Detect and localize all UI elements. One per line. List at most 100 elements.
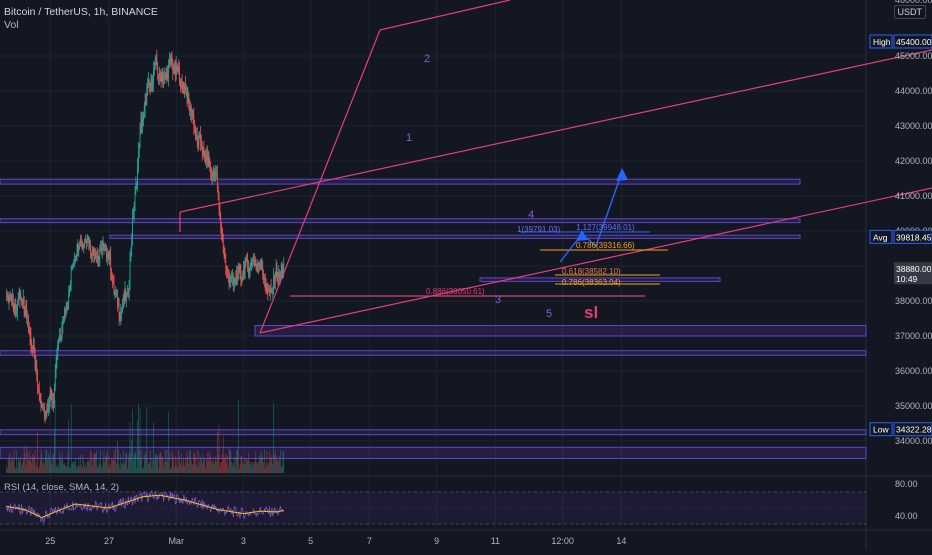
volume-label[interactable]: Vol xyxy=(4,19,19,31)
volume-bar xyxy=(106,450,108,473)
symbol-title[interactable]: Bitcoin / TetherUS, 1h, BINANCE xyxy=(4,6,158,18)
candle-body xyxy=(258,263,259,267)
fib-label: 0.786(38363.04) xyxy=(562,278,621,287)
candle-body xyxy=(257,263,259,269)
volume-bar xyxy=(62,459,64,473)
volume-bar xyxy=(166,449,168,473)
marker-value-box xyxy=(893,34,932,49)
volume-bar xyxy=(181,465,183,473)
rsi-indicator-label[interactable]: RSI (14, close, SMA, 14, 2) xyxy=(4,482,120,493)
time-tick-label: 9 xyxy=(434,536,439,546)
candle-body xyxy=(120,312,122,319)
volume-bar xyxy=(81,468,83,473)
volume-bar xyxy=(124,460,126,473)
candle-body xyxy=(90,244,91,255)
wave-label: 3 xyxy=(495,294,501,306)
candle-body xyxy=(28,316,29,326)
volume-bar xyxy=(30,456,32,473)
channel-top-line xyxy=(379,0,511,31)
volume-bar xyxy=(159,451,161,473)
volume-bar xyxy=(189,451,191,473)
volume-bar xyxy=(10,461,12,473)
volume-bar xyxy=(105,457,107,473)
volume-bar xyxy=(258,461,259,473)
volume-bar xyxy=(224,457,226,473)
candle-body xyxy=(146,89,148,104)
volume-bar xyxy=(156,458,158,473)
candle-body xyxy=(106,256,108,258)
time-tick-label: Mar xyxy=(168,536,184,546)
candle-body xyxy=(237,274,238,280)
candle-body xyxy=(111,271,112,279)
volume-bar xyxy=(167,459,169,473)
currency-badge[interactable]: USDT xyxy=(893,5,926,19)
rsi-sma-line xyxy=(6,494,284,519)
volume-bar xyxy=(18,461,20,473)
candle-body xyxy=(171,60,173,63)
volume-bar xyxy=(110,463,112,473)
volume-bar xyxy=(46,450,48,473)
volume-bar xyxy=(163,465,164,473)
volume-bar xyxy=(26,445,28,473)
volume-bar xyxy=(111,459,112,473)
time-tick-label: 14 xyxy=(616,536,626,546)
candle-body xyxy=(43,407,44,408)
candle-body xyxy=(155,57,157,60)
volume-bar xyxy=(253,463,254,473)
price-marker-low: Low 34322.28 xyxy=(869,422,932,437)
candle-body xyxy=(101,246,103,254)
candle-body xyxy=(57,344,59,357)
volume-bar xyxy=(85,463,86,473)
volume-bar xyxy=(205,467,206,473)
candle-body xyxy=(163,76,164,81)
candle-body xyxy=(68,294,70,307)
candle-body xyxy=(259,262,261,266)
volume-bar xyxy=(134,453,136,473)
volume-bar xyxy=(34,449,36,473)
candle-body xyxy=(201,142,202,148)
candle-body xyxy=(247,258,248,267)
candle-body xyxy=(75,256,77,258)
volume-bar xyxy=(206,452,208,473)
candle-body xyxy=(112,278,113,283)
price-tick-label: 45000.00 xyxy=(895,51,932,61)
candle-body xyxy=(65,310,67,312)
candle-body xyxy=(109,254,111,259)
volume-bar xyxy=(269,451,270,473)
candle-body xyxy=(198,135,200,145)
volume-bar xyxy=(67,452,69,473)
candle-body xyxy=(137,165,138,185)
volume-bar xyxy=(241,456,243,473)
candle-body xyxy=(100,247,101,250)
candle-body xyxy=(55,361,57,372)
candle-body xyxy=(119,316,121,319)
volume-bar xyxy=(36,462,38,473)
candle-body xyxy=(80,238,82,245)
volume-bar xyxy=(271,454,273,473)
support-resistance-zones xyxy=(0,178,867,459)
candle-body xyxy=(129,259,131,283)
volume-bar xyxy=(235,456,237,473)
volume-bar xyxy=(250,461,252,473)
volume-bar xyxy=(187,456,189,473)
candle-body xyxy=(77,245,79,252)
volume-bar xyxy=(90,450,91,473)
candle-body xyxy=(194,126,196,129)
volume-bar xyxy=(242,460,243,473)
volume-bar xyxy=(45,449,47,473)
candle-body xyxy=(160,76,162,82)
volume-bar xyxy=(63,464,65,473)
rsi-tick-label: 80.00 xyxy=(895,479,918,489)
volume-bar xyxy=(52,455,54,473)
candle-body xyxy=(86,240,88,243)
price-tick-label: 36000.00 xyxy=(895,366,932,376)
volume-bar xyxy=(190,449,191,473)
candle-body xyxy=(189,104,190,112)
candle-body xyxy=(158,75,159,78)
fib-label: 1(39791.03) xyxy=(517,225,560,234)
candle-body xyxy=(28,325,30,332)
volume-bar xyxy=(84,467,86,473)
volume-bar xyxy=(17,467,18,473)
